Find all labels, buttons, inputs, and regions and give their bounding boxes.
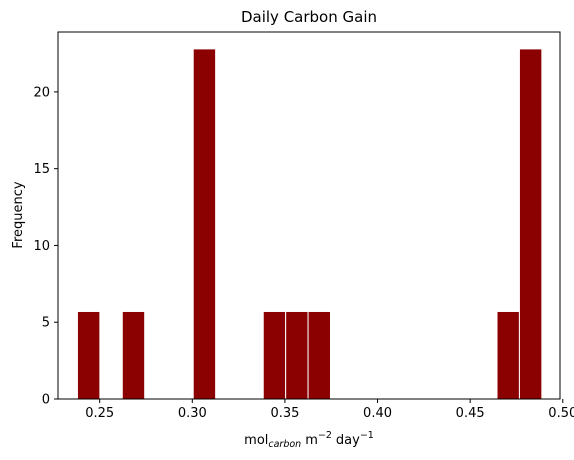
x-axis-title: molcarbon m−2 day−1 <box>244 430 374 450</box>
x-tick-label-3: 0.40 <box>363 406 392 421</box>
histogram-bar-2 <box>192 48 217 400</box>
x-tick-label-2: 0.35 <box>270 406 299 421</box>
x-axis-title-unit1: m <box>305 433 318 448</box>
histogram-bar-5 <box>307 310 331 400</box>
x-tick-label-0: 0.25 <box>85 406 114 421</box>
x-axis-title-base: mol <box>244 433 268 448</box>
histogram-bar-1 <box>121 310 146 400</box>
x-tick-label-4: 0.45 <box>456 406 485 421</box>
histogram-bar-0 <box>76 310 101 400</box>
x-axis-title-unit2: day <box>336 433 360 448</box>
x-tick-label-1: 0.30 <box>178 406 207 421</box>
y-tick-label-4: 20 <box>33 85 50 100</box>
y-tick-label-0: 0 <box>42 393 50 408</box>
x-axis-title-subscript: carbon <box>268 439 301 450</box>
histogram-bar-3 <box>262 310 287 400</box>
plot-frame <box>57 31 561 400</box>
histogram-bar-4 <box>285 310 309 400</box>
bars-layer <box>76 48 543 400</box>
y-tick-label-3: 15 <box>33 162 50 177</box>
y-axis-title: Frequency <box>11 181 26 248</box>
ticks-layer: 0.25 0.30 0.35 0.40 0.45 0.50 0 5 10 15 20 <box>33 85 574 421</box>
x-axis-title-exp1: −2 <box>318 430 332 441</box>
x-axis-title-exp2: −1 <box>360 430 374 441</box>
histogram-bar-6 <box>496 310 520 400</box>
y-tick-label-1: 5 <box>42 316 50 331</box>
x-tick-label-5: 0.50 <box>548 406 574 421</box>
y-tick-label-2: 10 <box>33 239 50 254</box>
chart-title: Daily Carbon Gain <box>241 8 377 26</box>
axes-layer <box>57 31 561 400</box>
histogram-bar-7 <box>518 48 543 400</box>
